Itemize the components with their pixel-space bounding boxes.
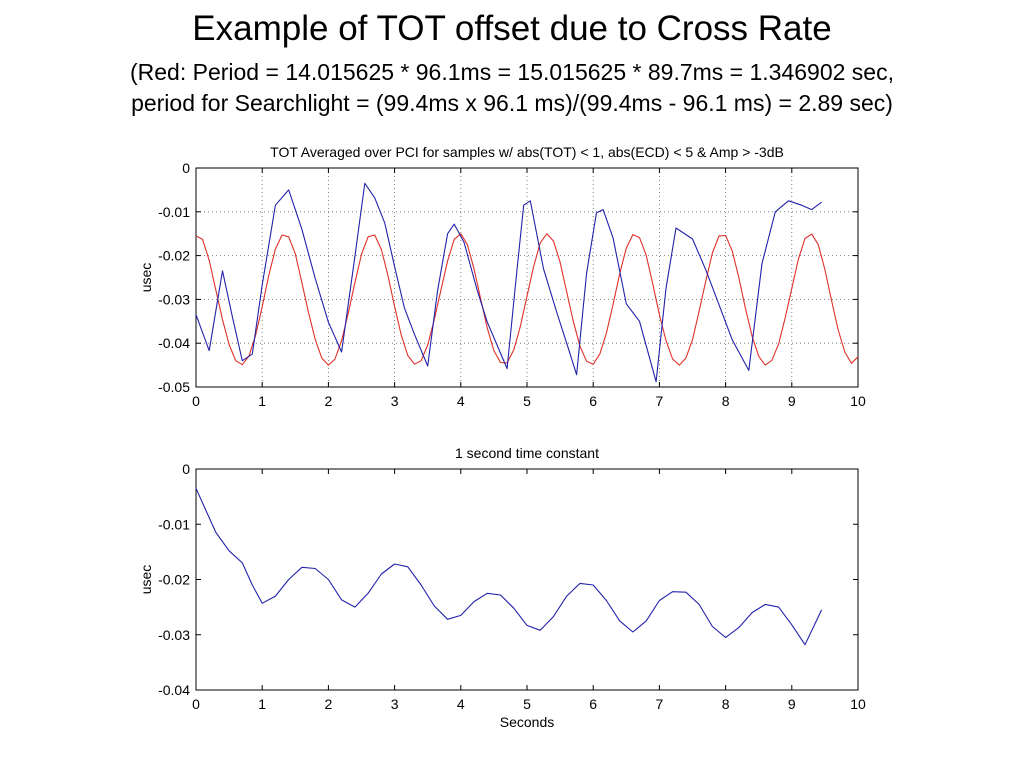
x-tick-label: 7 [656,393,664,409]
slide-subtitle-line-1: (Red: Period = 14.015625 * 96.1ms = 15.0… [129,59,894,85]
axes-box [195,468,859,691]
x-tick-label: 5 [523,393,531,409]
x-axis-label: Seconds [500,714,554,730]
x-tick-label: 6 [589,393,597,409]
x-tick-label: 3 [391,393,399,409]
x-tick-label: 4 [457,696,465,712]
x-tick-label: 5 [523,696,531,712]
chart-title: TOT Averaged over PCI for samples w/ abs… [270,144,784,160]
x-tick-label: 6 [589,696,597,712]
y-tick-label: -0.03 [158,627,190,643]
y-tick-label: -0.02 [158,248,190,264]
slide-subtitle-line-2: period for Searchlight = (99.4ms x 96.1 … [131,90,893,116]
x-tick-label: 2 [325,393,333,409]
x-tick-label: 7 [656,696,664,712]
x-tick-label: 4 [457,393,465,409]
y-tick-label: -0.04 [158,335,190,351]
x-tick-label: 9 [788,696,796,712]
x-tick-label: 0 [192,696,200,712]
x-tick-label: 10 [850,393,866,409]
x-tick-label: 1 [258,696,266,712]
y-tick-label: -0.01 [158,516,190,532]
y-tick-label: 0 [182,461,190,477]
x-tick-label: 0 [192,393,200,409]
y-axis-label: usec [138,263,154,293]
slide-title: Example of TOT offset due to Cross Rate [192,9,832,48]
chart-title: 1 second time constant [455,445,599,461]
x-tick-label: 8 [722,696,730,712]
y-axis-label: usec [138,565,154,595]
series-line-blue [195,182,822,383]
y-tick-label: -0.05 [158,379,190,395]
series-line-blue [195,488,823,646]
y-tick-label: 0 [182,160,190,176]
top-chart: 0 1 2 3 4 5 6 7 8 9 10 0 -0.01 -0.02 -0.03 -0.04 -0.05 TO… [138,144,866,409]
y-tick-label: -0.01 [158,204,190,220]
y-tick-label: -0.04 [158,682,190,698]
x-tick-label: 10 [850,696,866,712]
x-tick-label: 8 [722,393,730,409]
series-line-red [195,233,859,366]
y-tick-label: -0.03 [158,291,190,307]
x-tick-label: 2 [325,696,333,712]
y-tick-label: -0.02 [158,572,190,588]
bottom-chart: 0 1 2 3 4 5 6 7 8 9 10 0 -0.01 -0.02 -0.03 -0.04 1 secon… [138,445,866,730]
x-tick-label: 3 [391,696,399,712]
x-tick-label: 1 [258,393,266,409]
x-tick-label: 9 [788,393,796,409]
